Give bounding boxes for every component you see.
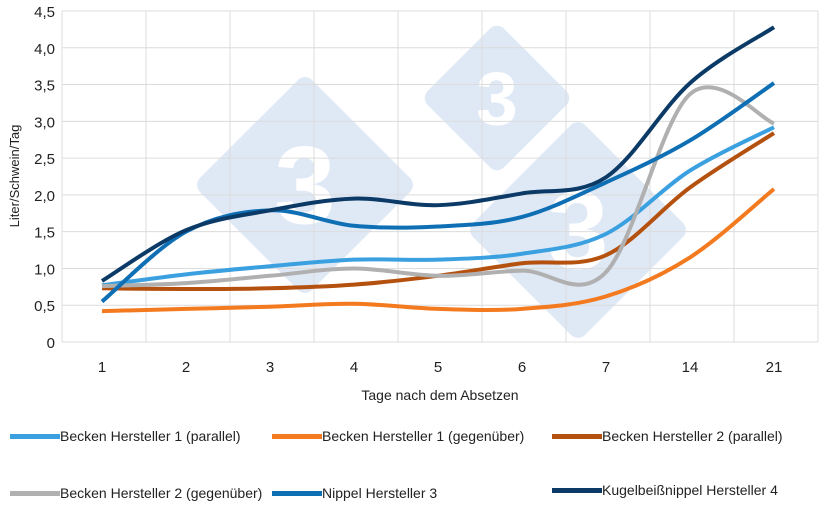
legend-label: Becken Hersteller 2 (gegenüber) <box>60 485 263 501</box>
legend-swatch <box>10 490 60 496</box>
legend-label: Kugelbeißnippel Hersteller 4 <box>602 482 778 498</box>
legend-item: Nippel Hersteller 3 <box>272 485 437 501</box>
y-tick-label: 3,0 <box>34 114 55 131</box>
series-line-1 <box>101 125 775 288</box>
x-axis-ticks: 1 2 3 4 5 6 7 14 21 <box>98 359 783 376</box>
y-tick-label: 2,5 <box>34 151 55 168</box>
legend-item: Becken Hersteller 1 (gegenüber) <box>272 428 524 444</box>
x-tick-label: 5 <box>434 359 442 376</box>
series-line-6 <box>100 25 776 283</box>
legend-item: Becken Hersteller 1 (parallel) <box>10 428 241 444</box>
legend-swatch <box>272 433 322 439</box>
y-tick-label: 0 <box>47 335 55 352</box>
series-line-4 <box>101 85 775 289</box>
y-tick-label: 4,5 <box>34 4 55 21</box>
legend-item: Becken Hersteller 2 (gegenüber) <box>10 485 262 501</box>
series-line-2 <box>101 187 776 314</box>
legend-swatch <box>552 433 602 439</box>
y-axis-ticks: 0 0,5 1,0 1,5 2,0 2,5 3,0 3,5 4,0 4,5 <box>34 4 55 352</box>
y-tick-label: 0,5 <box>34 298 55 315</box>
series-lines <box>100 25 776 314</box>
watermark-text: 3 <box>476 56 518 140</box>
y-tick-label: 4,0 <box>34 41 55 58</box>
legend-item: Kugelbeißnippel Hersteller 4 <box>552 482 778 498</box>
x-tick-label: 1 <box>98 359 106 376</box>
watermark-diamond: 3 <box>424 25 570 171</box>
legend-swatch <box>10 433 60 439</box>
legend-swatch <box>272 490 322 496</box>
legend-label: Becken Hersteller 2 (parallel) <box>602 428 783 444</box>
x-tick-label: 7 <box>602 359 610 376</box>
x-tick-label: 4 <box>350 359 358 376</box>
x-tick-label: 14 <box>682 359 699 376</box>
legend-label: Nippel Hersteller 3 <box>322 485 438 501</box>
watermark-text: 3 <box>274 125 335 248</box>
x-tick-label: 2 <box>182 359 190 376</box>
grid <box>61 10 819 343</box>
line-chart: 3 3 3 0 0,5 1,0 1,5 2,0 2,5 3,0 3,5 4,0 4,5 1 2 3 4 5 6 7… <box>7 4 819 403</box>
legend-swatch <box>552 487 602 493</box>
legend-item: Becken Hersteller 2 (parallel) <box>552 428 783 444</box>
y-tick-label: 2,0 <box>34 188 55 205</box>
y-axis-label: Liter/Schwein/Tag <box>7 125 22 228</box>
x-tick-label: 6 <box>518 359 526 376</box>
x-tick-label: 3 <box>266 359 274 376</box>
legend-label: Becken Hersteller 1 (gegenüber) <box>322 428 525 444</box>
x-axis-label: Tage nach dem Absetzen <box>361 387 518 403</box>
legend-label: Becken Hersteller 1 (parallel) <box>60 428 241 444</box>
y-tick-label: 1,0 <box>34 261 55 278</box>
x-tick-label: 21 <box>766 359 783 376</box>
watermark-diamond: 3 <box>197 77 413 293</box>
y-tick-label: 3,5 <box>34 78 55 95</box>
y-tick-label: 1,5 <box>34 225 55 242</box>
